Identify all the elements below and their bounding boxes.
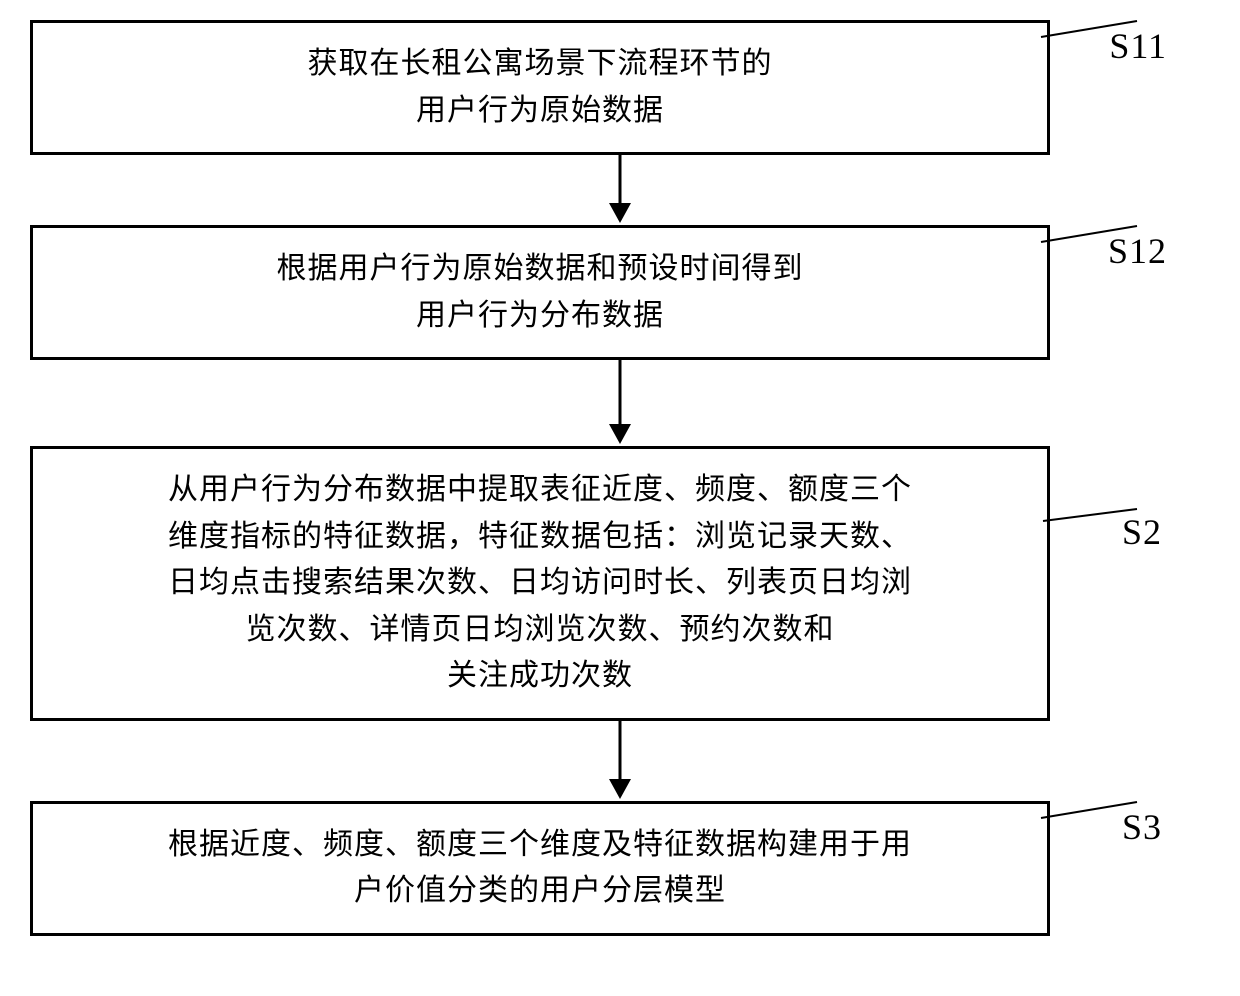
step-label-s2: S2: [1122, 505, 1162, 561]
node-text: 户价值分类的用户分层模型: [354, 868, 726, 915]
node-text: 获取在长租公寓场景下流程环节的: [308, 41, 773, 88]
node-text: 根据近度、频度、额度三个维度及特征数据构建用于用: [168, 822, 912, 869]
node-text: 关注成功次数: [447, 653, 633, 700]
node-text: 日均点击搜索结果次数、日均访问时长、列表页日均浏: [168, 560, 912, 607]
flow-arrow: [30, 721, 1210, 801]
flow-node-s2: 从用户行为分布数据中提取表征近度、频度、额度三个 维度指标的特征数据，特征数据包…: [30, 446, 1050, 721]
flow-node-s11: 获取在长租公寓场景下流程环节的 用户行为原始数据 S11: [30, 20, 1050, 155]
step-label-s12: S12: [1108, 224, 1167, 280]
node-text: 览次数、详情页日均浏览次数、预约次数和: [246, 607, 835, 654]
flow-arrow: [30, 155, 1210, 225]
node-text: 用户行为分布数据: [416, 293, 664, 340]
node-text: 维度指标的特征数据，特征数据包括：浏览记录天数、: [168, 514, 912, 561]
flow-node-s3: 根据近度、频度、额度三个维度及特征数据构建用于用 户价值分类的用户分层模型 S3: [30, 801, 1050, 936]
node-text: 从用户行为分布数据中提取表征近度、频度、额度三个: [168, 467, 912, 514]
flow-node-s12: 根据用户行为原始数据和预设时间得到 用户行为分布数据 S12: [30, 225, 1050, 360]
node-text: 用户行为原始数据: [416, 88, 664, 135]
step-label-s11: S11: [1109, 19, 1167, 75]
arrow-down-icon: [605, 155, 635, 225]
step-label-s3: S3: [1122, 800, 1162, 856]
arrow-down-icon: [605, 360, 635, 446]
node-text: 根据用户行为原始数据和预设时间得到: [277, 246, 804, 293]
arrow-down-icon: [605, 721, 635, 801]
flowchart-canvas: 获取在长租公寓场景下流程环节的 用户行为原始数据 S11 根据用户行为原始数据和…: [30, 20, 1210, 936]
flow-arrow: [30, 360, 1210, 446]
